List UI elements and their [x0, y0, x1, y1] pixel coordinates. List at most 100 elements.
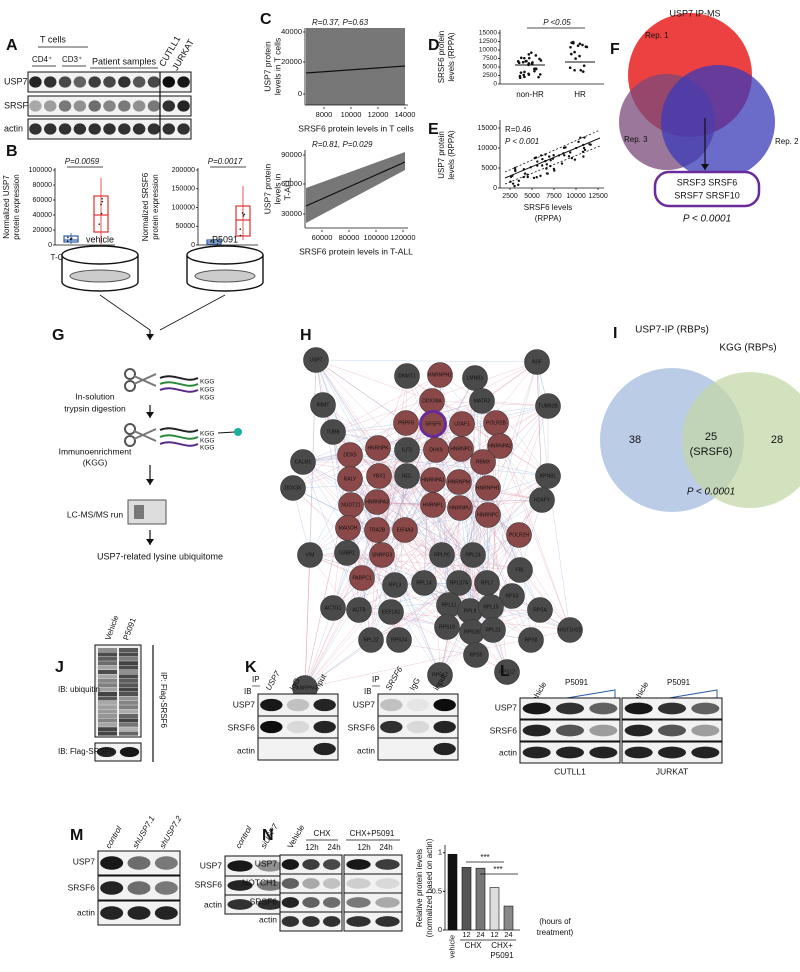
point: [511, 182, 515, 185]
band: [88, 123, 101, 135]
edge: [304, 475, 380, 689]
label: KGG (RBPs): [719, 343, 776, 354]
node: [394, 463, 420, 489]
rule: [159, 294, 226, 331]
edge: [518, 534, 532, 641]
node-label: TUBB: [326, 429, 340, 435]
point: [578, 54, 581, 58]
band: [88, 76, 101, 88]
node-label: ACTB: [352, 607, 366, 613]
band: [624, 702, 653, 715]
node-label: SRSF6: [425, 421, 441, 427]
label: USP7: [200, 860, 222, 870]
panel-label: F: [610, 41, 620, 58]
dish-rim: [61, 245, 139, 265]
label: P < 0.0001: [687, 487, 735, 498]
node: [394, 363, 420, 389]
x-tick-label: 10000: [566, 193, 586, 200]
smear: [119, 700, 138, 705]
point: [530, 51, 533, 54]
point: [527, 53, 531, 56]
band: [118, 100, 131, 112]
smear: [98, 648, 117, 652]
point: [523, 75, 526, 79]
node: [392, 517, 418, 543]
band: [154, 906, 178, 920]
node-label: RBMX: [476, 459, 491, 465]
y-tick-label: 5000: [481, 165, 497, 172]
scissors: [124, 368, 136, 380]
edge: [302, 422, 407, 463]
point: [583, 148, 587, 152]
band: [257, 860, 283, 872]
label: trypsin digestion: [64, 403, 126, 413]
smear: [98, 705, 117, 710]
band: [132, 100, 146, 112]
smear: [119, 683, 138, 688]
band: [100, 856, 124, 870]
band: [313, 742, 336, 756]
label: KGG: [200, 438, 214, 445]
band: [346, 859, 371, 870]
y-tick-label: 100000: [172, 204, 195, 211]
band: [375, 878, 400, 889]
band: [346, 878, 371, 889]
edge: [390, 611, 571, 631]
point: [70, 237, 73, 240]
node-label: RPS12: [499, 669, 515, 675]
node: [349, 565, 375, 591]
band: [100, 906, 124, 920]
point: [514, 169, 517, 173]
bead: [234, 428, 242, 436]
label: 24h: [327, 843, 340, 852]
point: [524, 59, 528, 63]
node: [303, 347, 329, 373]
x-tick-label: 10000: [341, 110, 362, 119]
node-label: HNRNPA3: [365, 499, 389, 505]
point: [243, 213, 246, 216]
band: [257, 880, 283, 891]
point: [516, 60, 520, 63]
edge: [292, 487, 378, 531]
band: [281, 859, 300, 870]
label: USP7: [255, 858, 277, 868]
rule: [99, 294, 151, 331]
band: [406, 720, 430, 734]
y-tick-label: 90000: [281, 150, 302, 159]
node: [518, 627, 544, 653]
point: [576, 44, 580, 48]
edge: [315, 359, 379, 449]
y-tick-label: 2500: [483, 72, 498, 79]
bar: [489, 887, 500, 931]
band: [58, 76, 72, 88]
rule: [305, 65, 406, 74]
y-tick-label: 0: [493, 185, 497, 192]
y-tick-label: 7500: [483, 55, 498, 62]
node: [446, 469, 472, 495]
band: [313, 698, 336, 712]
x-tick-label: 12000: [368, 110, 389, 119]
point: [570, 156, 574, 160]
label: KGG: [200, 379, 214, 386]
smear: [98, 727, 117, 732]
smear: [98, 696, 117, 701]
band: [691, 702, 720, 715]
node: [448, 436, 474, 462]
node: [499, 583, 525, 609]
point: [573, 50, 576, 54]
box: [93, 195, 109, 233]
node-label: MAGOH: [339, 525, 358, 531]
band: [380, 720, 403, 734]
band: [29, 100, 42, 112]
label: P <0.05: [543, 18, 571, 27]
point: [581, 43, 584, 47]
band: [624, 724, 653, 737]
node: [393, 410, 419, 436]
node-label: CALM1: [295, 459, 312, 465]
node-label: NSF: [532, 359, 542, 365]
node-label: RPL11: [442, 602, 457, 608]
label: LC-MS/MS run: [67, 509, 123, 519]
label: levels in: [272, 173, 282, 204]
edge: [315, 359, 407, 424]
node-label: PABPC1: [352, 575, 372, 581]
